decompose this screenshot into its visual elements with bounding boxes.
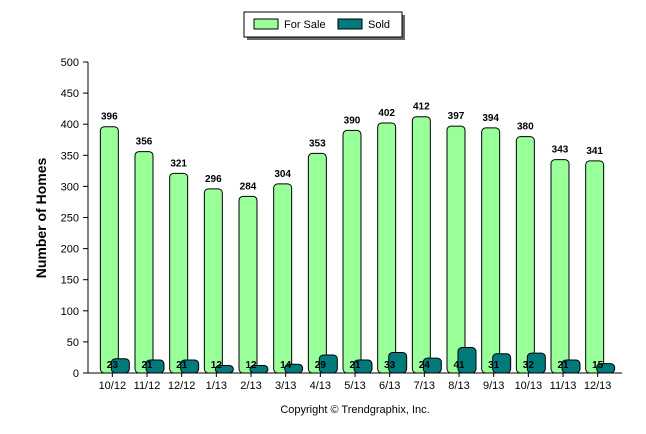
y-axis: 0 50 100 150 200 250 300 350 400 450 500: [61, 57, 89, 380]
data-label-sold: 14: [280, 360, 292, 371]
x-tick-label: 9/13: [483, 380, 504, 392]
bar-for-sale: [550, 159, 570, 374]
bar-for-sale: [238, 195, 258, 374]
y-tick-label: 400: [61, 119, 79, 131]
x-tick-label: 10/13: [515, 380, 543, 392]
data-label-sold: 33: [384, 360, 396, 371]
y-tick-label: 500: [61, 57, 79, 69]
data-label-for-sale: 296: [205, 174, 222, 185]
data-label-for-sale: 284: [240, 181, 257, 192]
copyright-footer: Copyright © Trendgraphix, Inc.: [280, 404, 429, 416]
legend-swatch-sold: [337, 18, 363, 30]
data-label-sold: 29: [315, 360, 327, 371]
y-tick-label: 200: [61, 244, 79, 256]
x-tick-label: 7/13: [414, 380, 435, 392]
data-label-for-sale: 304: [274, 169, 291, 180]
bar-for-sale: [377, 122, 397, 374]
bar-for-sale: [307, 152, 327, 374]
legend-label-for-sale: For Sale: [284, 19, 326, 31]
bar-for-sale: [446, 125, 466, 374]
data-label-sold: 31: [488, 360, 500, 371]
data-label-for-sale: 396: [101, 112, 118, 123]
data-label-sold: 21: [141, 360, 153, 371]
data-label-sold: 23: [107, 360, 119, 371]
x-tick-label: 12/13: [584, 380, 612, 392]
bar-for-sale: [585, 160, 605, 374]
y-axis-title: Number of Homes: [33, 158, 49, 279]
data-label-sold: 21: [349, 360, 361, 371]
data-label-for-sale: 353: [309, 138, 326, 149]
x-tick-label: 2/13: [240, 380, 261, 392]
legend: For Sale Sold: [243, 11, 405, 40]
data-label-sold: 12: [245, 360, 257, 371]
y-tick-label: 150: [61, 275, 79, 287]
bar-for-sale: [99, 126, 119, 374]
data-label-for-sale: 412: [413, 102, 430, 113]
data-label-for-sale: 394: [482, 113, 499, 124]
data-label-for-sale: 380: [517, 122, 534, 133]
x-tick-label: 10/12: [99, 380, 127, 392]
y-tick-label: 250: [61, 213, 79, 225]
bar-for-sale: [411, 116, 431, 374]
x-axis: 10/12 11/12 12/12 1/13 2/13 3/13 4/13 5/13 6/13 7…: [88, 372, 622, 392]
x-tick-label: 11/13: [550, 380, 577, 392]
data-label-sold: 24: [419, 360, 431, 371]
x-tick-label: 3/13: [275, 380, 296, 392]
bar-for-sale: [481, 127, 501, 374]
data-label-sold: 12: [211, 360, 223, 371]
data-label-sold: 15: [592, 360, 604, 371]
x-tick-label: 1/13: [206, 380, 227, 392]
data-label-for-sale: 402: [378, 108, 395, 119]
x-tick-label: 6/13: [379, 380, 400, 392]
bar-for-sale: [134, 151, 154, 374]
x-tick-label: 11/12: [134, 380, 161, 392]
y-tick-label: 450: [61, 88, 79, 100]
x-tick-label: 4/13: [310, 380, 331, 392]
data-label-for-sale: 343: [552, 145, 569, 156]
data-label-for-sale: 390: [344, 115, 361, 126]
y-tick-label: 300: [61, 181, 79, 193]
bars: 396 356 321 296 284 304 353 390 402 412 397 394 380 3…: [99, 102, 616, 374]
y-tick-label: 350: [61, 150, 79, 162]
data-label-sold: 41: [453, 360, 465, 371]
bar-for-sale: [203, 188, 223, 374]
legend-label-sold: Sold: [368, 19, 390, 31]
data-label-for-sale: 341: [586, 146, 603, 157]
bar-for-sale: [273, 183, 293, 374]
data-label-sold: 21: [557, 360, 569, 371]
bar-for-sale: [515, 136, 535, 374]
data-label-for-sale: 321: [170, 158, 187, 169]
bar-for-sale: [169, 172, 189, 374]
legend-swatch-for-sale: [253, 18, 279, 30]
x-tick-label: 12/12: [168, 380, 196, 392]
x-tick-label: 8/13: [448, 380, 469, 392]
data-label-sold: 32: [523, 360, 535, 371]
x-tick-label: 5/13: [344, 380, 365, 392]
data-label-sold: 21: [176, 360, 188, 371]
bar-for-sale: [342, 129, 362, 374]
data-label-for-sale: 397: [448, 111, 465, 122]
y-tick-label: 100: [61, 306, 79, 318]
y-tick-label: 50: [67, 337, 79, 349]
y-tick-label: 0: [73, 368, 79, 380]
data-label-for-sale: 356: [136, 137, 153, 148]
